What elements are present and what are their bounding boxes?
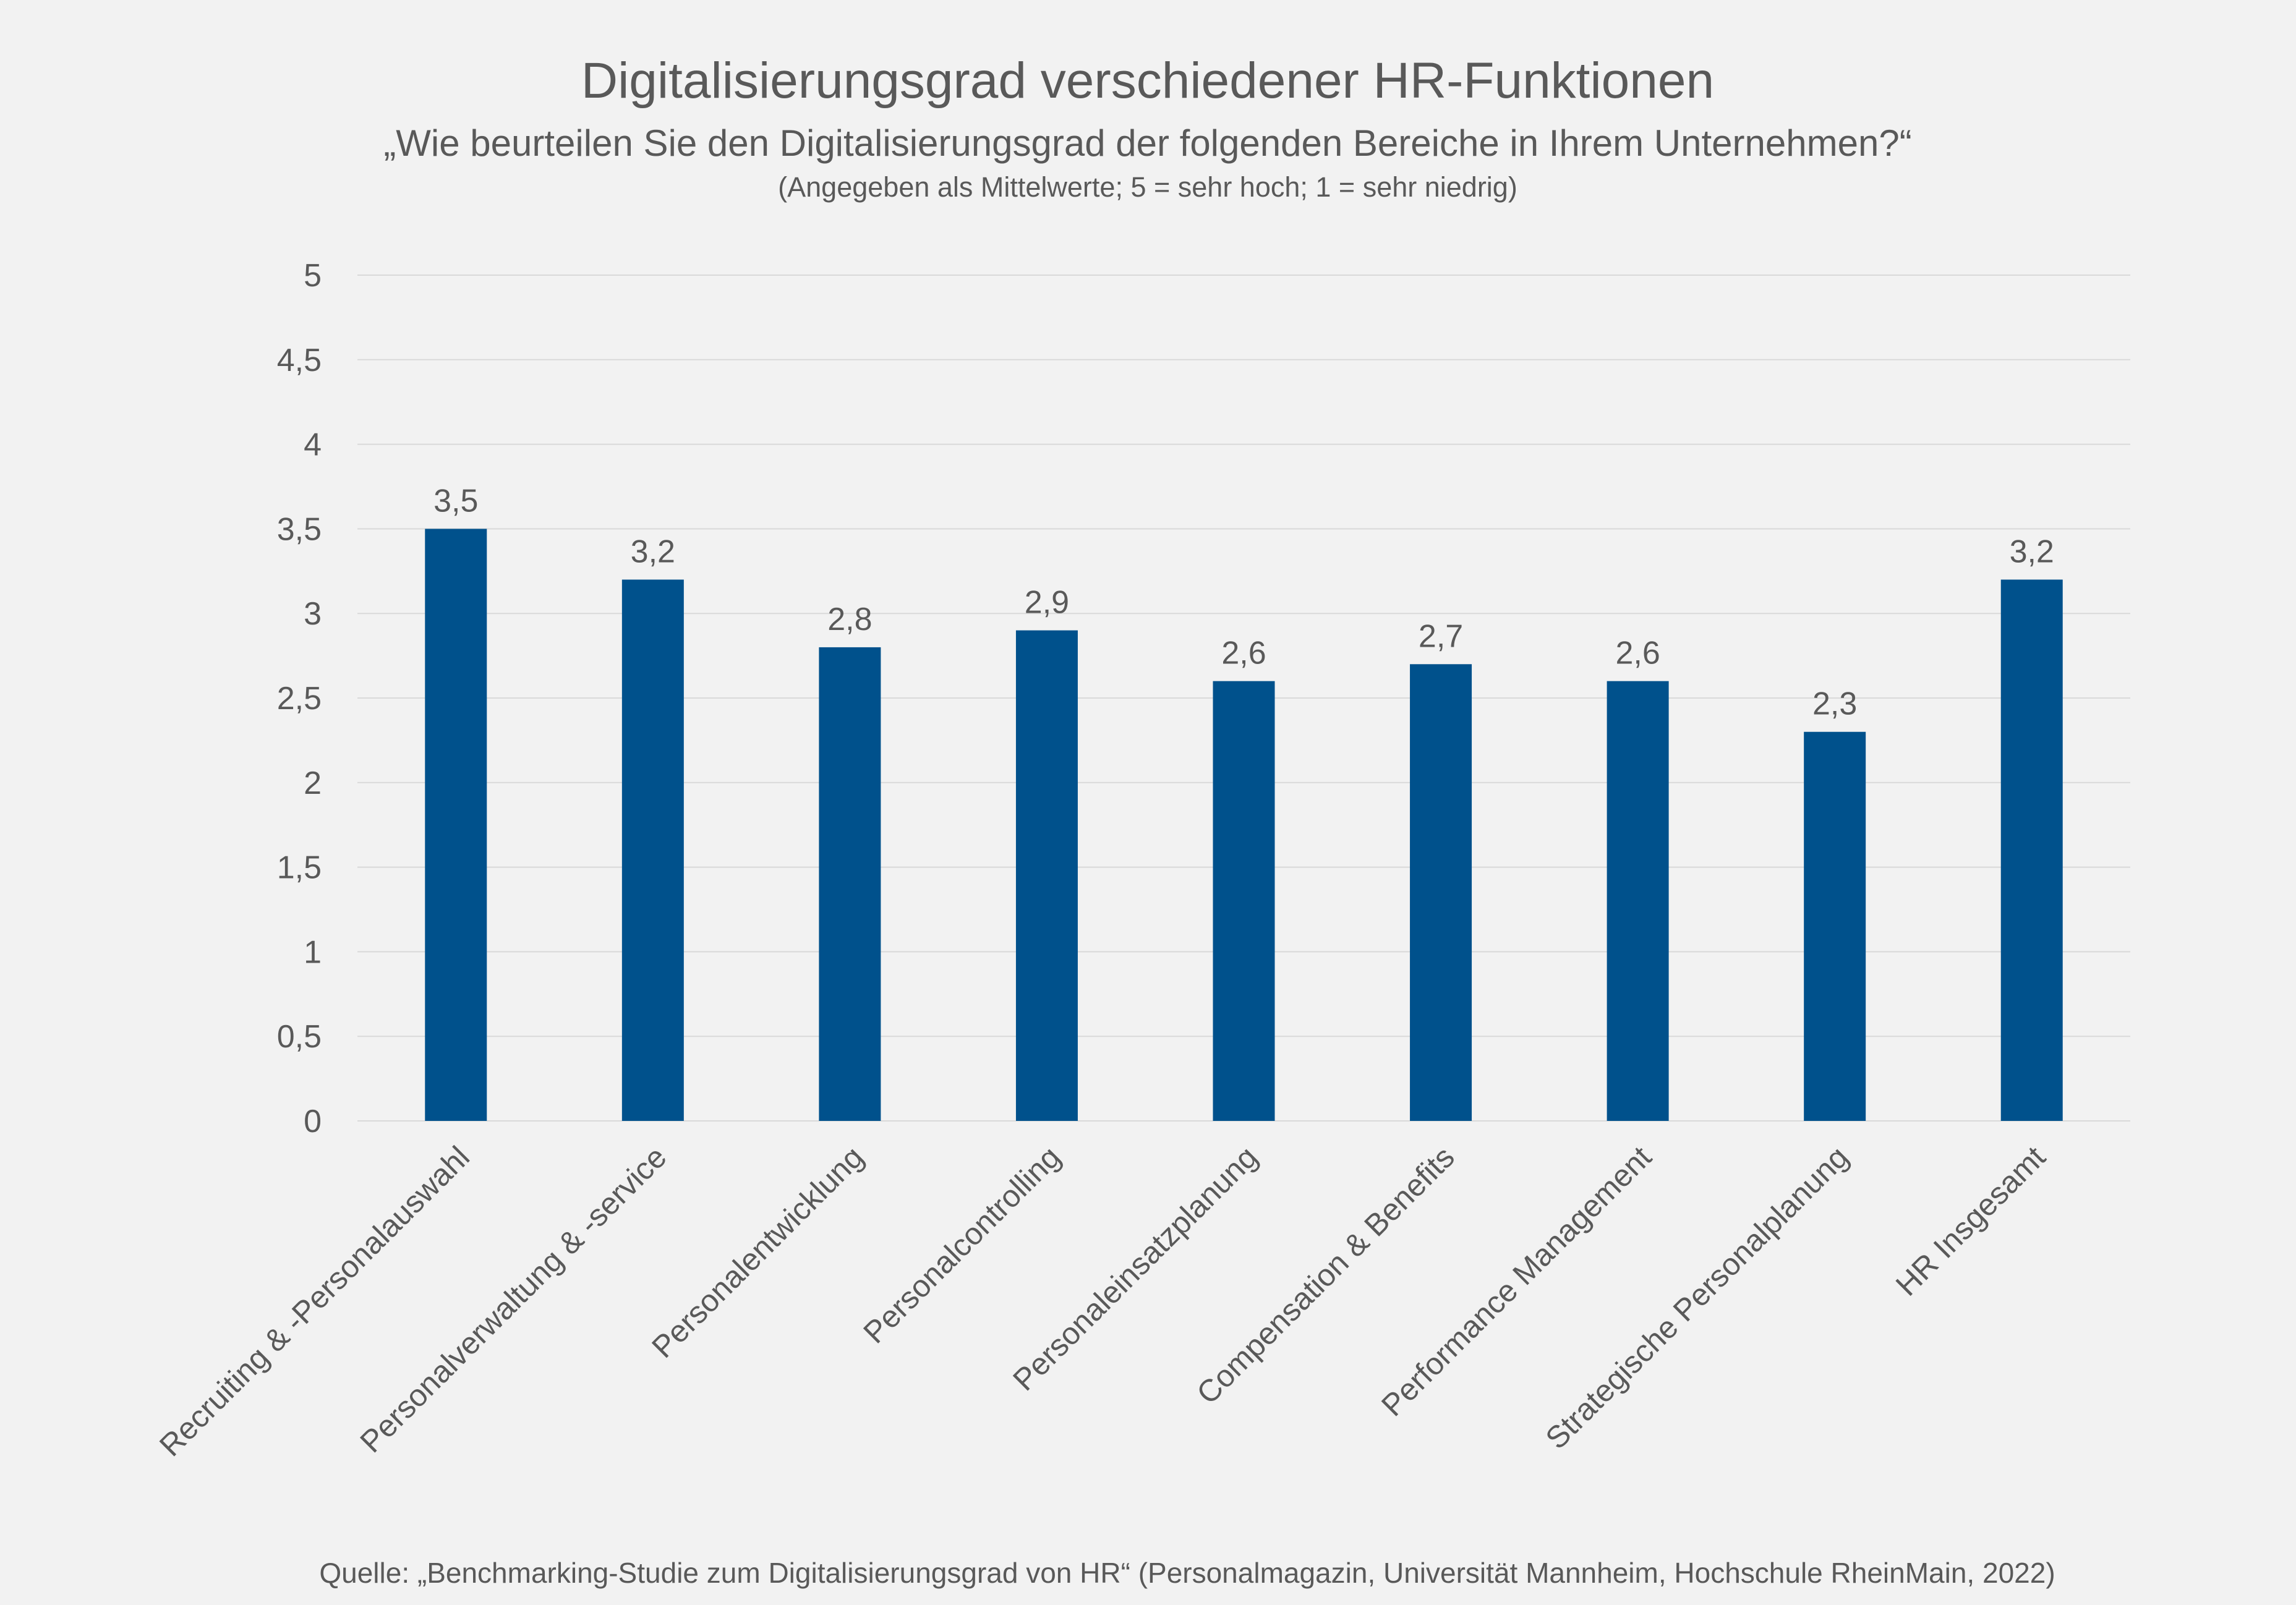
y-tick-label: 2 (304, 765, 322, 801)
data-label: 2,6 (1221, 636, 1266, 671)
bar (1804, 731, 1866, 1121)
bar (1607, 681, 1669, 1121)
bar (621, 579, 684, 1121)
data-label: 2,7 (1419, 618, 1463, 654)
bar (1015, 630, 1078, 1121)
y-tick-label: 4,5 (277, 343, 322, 378)
data-labels: 3,5 3,2 2,8 2,9 2,6 2,7 2,6 2,3 3,2 (433, 483, 2054, 722)
y-tick-label: 2,5 (277, 681, 322, 717)
chart-title: Digitalisierungsgrad verschiedener HR-Fu… (581, 53, 1714, 109)
y-tick-label: 3,5 (277, 511, 322, 547)
y-axis-tick-labels: 0 0,5 1 1,5 2 2,5 3 3,5 4 4,5 5 (277, 258, 322, 1139)
y-tick-label: 5 (304, 258, 322, 294)
bar (1213, 681, 1275, 1121)
chart-subtitle: „Wie beurteilen Sie den Digitalisierungs… (383, 122, 1911, 164)
data-label: 2,8 (827, 602, 872, 637)
bars (425, 529, 2063, 1121)
data-label: 2,6 (1615, 636, 1660, 671)
y-tick-label: 0,5 (277, 1019, 322, 1055)
data-label: 2,9 (1025, 585, 1069, 621)
data-label: 2,3 (1812, 686, 1857, 722)
chart-note: (Angegeben als Mittelwerte; 5 = sehr hoc… (778, 171, 1517, 203)
data-label: 3,2 (2010, 534, 2054, 569)
y-tick-label: 3 (304, 596, 322, 632)
bar (1410, 664, 1472, 1121)
y-tick-label: 1,5 (277, 850, 322, 886)
y-tick-label: 1 (304, 934, 322, 970)
source-note: Quelle: „Benchmarking-Studie zum Digital… (319, 1557, 2055, 1589)
bar (2000, 579, 2063, 1121)
data-label: 3,2 (631, 534, 675, 569)
y-tick-label: 0 (304, 1104, 322, 1139)
data-label: 3,5 (433, 483, 478, 519)
y-tick-label: 4 (304, 427, 322, 463)
bar (425, 529, 487, 1121)
bar (819, 647, 881, 1121)
